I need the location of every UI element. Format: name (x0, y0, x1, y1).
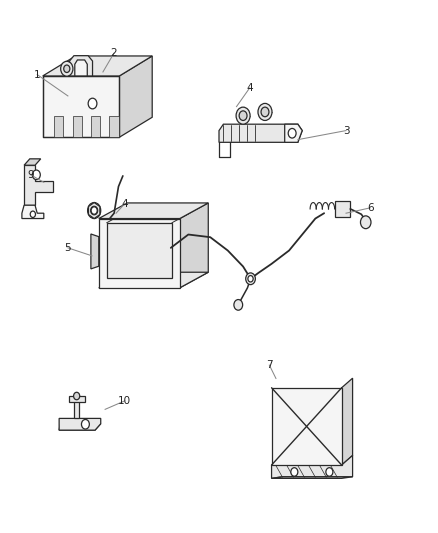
Text: 2: 2 (110, 49, 117, 58)
Text: 6: 6 (367, 203, 374, 213)
Polygon shape (88, 203, 100, 219)
Text: 7: 7 (266, 360, 273, 370)
Polygon shape (74, 396, 79, 418)
Circle shape (261, 107, 269, 117)
Circle shape (246, 273, 255, 285)
Text: 4: 4 (121, 199, 128, 208)
Polygon shape (180, 203, 208, 288)
Circle shape (288, 128, 296, 138)
Circle shape (291, 468, 298, 477)
Circle shape (239, 111, 247, 120)
Polygon shape (272, 455, 353, 479)
Polygon shape (219, 124, 302, 142)
Text: 1: 1 (34, 70, 41, 79)
Circle shape (30, 211, 35, 217)
Polygon shape (75, 60, 87, 76)
Circle shape (258, 103, 272, 120)
Polygon shape (99, 203, 208, 219)
Polygon shape (99, 219, 180, 288)
Polygon shape (342, 378, 353, 465)
Circle shape (234, 300, 243, 310)
Polygon shape (91, 234, 99, 269)
Polygon shape (42, 56, 152, 76)
Text: 3: 3 (343, 126, 350, 135)
Circle shape (326, 468, 333, 477)
Polygon shape (70, 55, 92, 76)
Circle shape (236, 107, 250, 124)
Polygon shape (110, 116, 119, 137)
Circle shape (248, 276, 253, 282)
Circle shape (60, 61, 73, 76)
Circle shape (64, 65, 70, 72)
Polygon shape (24, 165, 53, 205)
Polygon shape (73, 116, 82, 137)
Polygon shape (272, 477, 353, 479)
Circle shape (74, 392, 80, 400)
Polygon shape (54, 116, 64, 137)
Text: 5: 5 (64, 243, 71, 253)
Text: 9: 9 (27, 170, 34, 180)
Polygon shape (24, 159, 41, 165)
Text: 10: 10 (118, 396, 131, 406)
Polygon shape (272, 388, 342, 465)
Polygon shape (99, 272, 208, 288)
Polygon shape (59, 418, 101, 430)
Circle shape (360, 216, 371, 229)
Circle shape (88, 203, 101, 219)
Polygon shape (91, 116, 100, 137)
Circle shape (88, 98, 97, 109)
Polygon shape (106, 223, 172, 278)
Polygon shape (69, 396, 85, 402)
Circle shape (91, 207, 97, 214)
Circle shape (81, 419, 89, 429)
Polygon shape (42, 76, 119, 137)
Polygon shape (22, 205, 44, 219)
Circle shape (32, 170, 40, 180)
Circle shape (91, 206, 98, 215)
Text: 4: 4 (246, 83, 253, 93)
Polygon shape (335, 201, 350, 217)
Polygon shape (285, 124, 302, 142)
Polygon shape (119, 56, 152, 137)
Polygon shape (59, 424, 101, 430)
